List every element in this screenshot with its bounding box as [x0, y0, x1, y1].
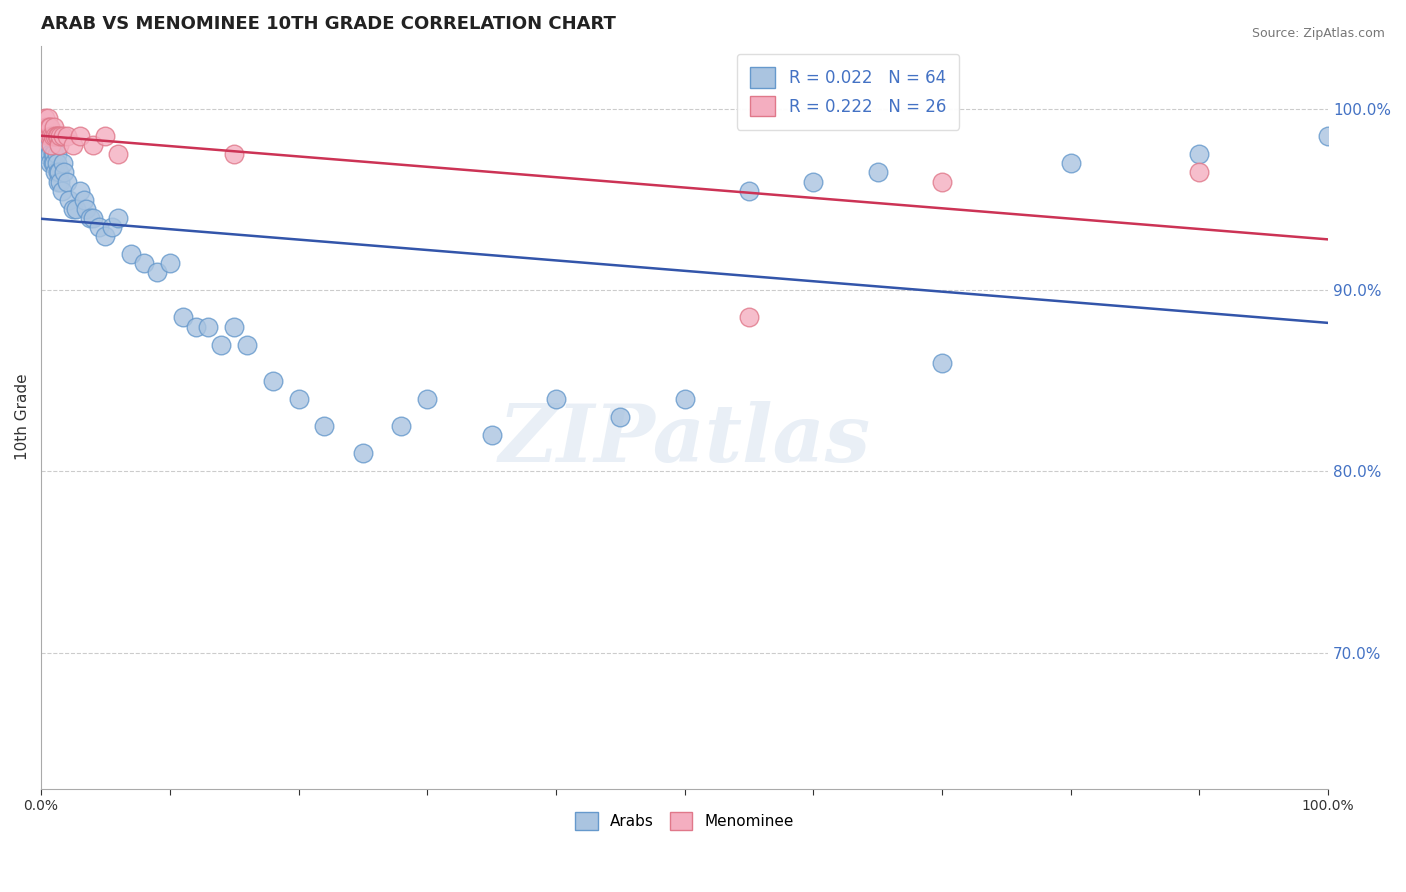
Y-axis label: 10th Grade: 10th Grade [15, 374, 30, 460]
Point [49, 175, 72, 189]
Point [738, 310, 761, 325]
Text: ZIPatlas: ZIPatlas [499, 401, 870, 478]
Point [42, 156, 65, 170]
Point [52, 129, 75, 144]
Point [34, 138, 56, 153]
Text: ARAB VS MENOMINEE 10TH GRADE CORRELATION CHART: ARAB VS MENOMINEE 10TH GRADE CORRELATION… [41, 15, 616, 33]
Point [224, 319, 246, 334]
Point [41, 147, 63, 161]
Point [197, 319, 219, 334]
Point [107, 147, 129, 161]
Point [45, 129, 67, 144]
Point [69, 129, 91, 144]
Point [34, 147, 56, 161]
Point [62, 138, 84, 153]
Point [801, 175, 824, 189]
Point [62, 202, 84, 216]
Point [41, 129, 63, 144]
Point [58, 193, 80, 207]
Point [53, 165, 76, 179]
Point [544, 392, 567, 406]
Point [82, 138, 104, 153]
Point [42, 120, 65, 135]
Point [87, 219, 110, 234]
Point [738, 184, 761, 198]
Point [79, 211, 101, 225]
Point [1188, 165, 1211, 179]
Point [34, 111, 56, 125]
Point [38, 120, 60, 135]
Point [42, 147, 65, 161]
Point [38, 138, 60, 153]
Point [41, 138, 63, 153]
Point [35, 120, 58, 135]
Legend: Arabs, Menominee: Arabs, Menominee [569, 805, 800, 837]
Point [172, 310, 194, 325]
Point [39, 147, 62, 161]
Point [314, 419, 336, 434]
Point [38, 129, 60, 144]
Point [65, 202, 87, 216]
Point [46, 175, 69, 189]
Point [82, 211, 104, 225]
Point [69, 184, 91, 198]
Point [94, 228, 117, 243]
Point [52, 156, 75, 170]
Point [45, 147, 67, 161]
Point [931, 175, 953, 189]
Point [41, 129, 63, 144]
Point [1060, 156, 1083, 170]
Point [416, 392, 439, 406]
Point [46, 165, 69, 179]
Point [44, 165, 66, 179]
Point [72, 193, 94, 207]
Point [39, 120, 62, 135]
Point [49, 129, 72, 144]
Point [48, 165, 70, 179]
Point [37, 120, 59, 135]
Point [37, 129, 59, 144]
Point [75, 202, 97, 216]
Point [673, 392, 696, 406]
Point [45, 156, 67, 170]
Text: Source: ZipAtlas.com: Source: ZipAtlas.com [1251, 27, 1385, 40]
Point [481, 428, 503, 442]
Point [352, 446, 374, 460]
Point [38, 129, 60, 144]
Point [184, 319, 207, 334]
Point [262, 374, 284, 388]
Point [56, 175, 79, 189]
Point [1188, 147, 1211, 161]
Point [132, 256, 155, 270]
Point [51, 184, 73, 198]
Point [44, 129, 66, 144]
Point [37, 111, 59, 125]
Point [159, 256, 181, 270]
Point [94, 129, 117, 144]
Point [48, 138, 70, 153]
Point [107, 211, 129, 225]
Point [39, 156, 62, 170]
Point [41, 156, 63, 170]
Point [391, 419, 413, 434]
Point [35, 120, 58, 135]
Point [287, 392, 309, 406]
Point [609, 410, 631, 425]
Point [146, 265, 169, 279]
Point [209, 337, 232, 351]
Point [120, 247, 142, 261]
Point [46, 129, 69, 144]
Point [101, 219, 124, 234]
Point [41, 129, 63, 144]
Point [1317, 129, 1340, 144]
Point [224, 147, 246, 161]
Point [56, 129, 79, 144]
Point [236, 337, 259, 351]
Point [866, 165, 889, 179]
Point [931, 356, 953, 370]
